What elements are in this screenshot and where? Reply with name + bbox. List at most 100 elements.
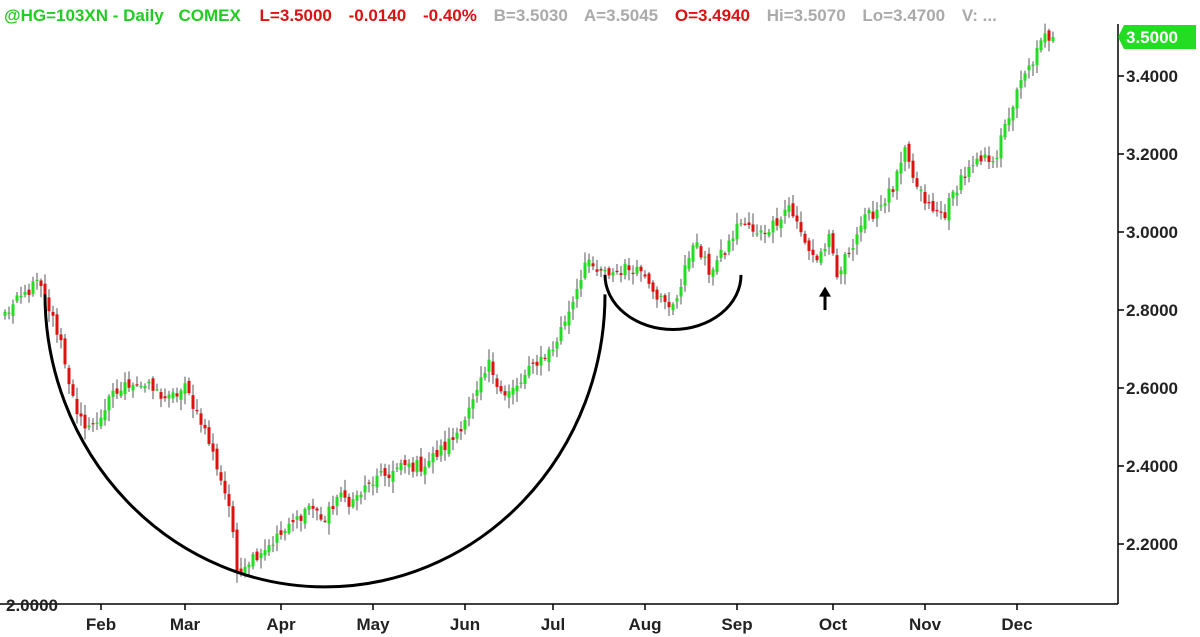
candle [703, 250, 707, 266]
candle [839, 266, 843, 285]
candle-body-up [359, 494, 363, 498]
candle-body-up [467, 407, 471, 419]
candle-body-up [455, 432, 459, 439]
candle [547, 346, 551, 372]
header-exchange: COMEX [178, 6, 241, 25]
candle-body-up [275, 533, 279, 543]
candle [267, 539, 271, 556]
candle-body-down [323, 520, 327, 522]
candle-body-up [687, 257, 691, 269]
candle-body-up [895, 171, 899, 191]
candle [79, 402, 83, 426]
candle-body-down [135, 384, 139, 386]
candle [295, 510, 299, 529]
candle [31, 276, 35, 297]
candle-body-up [827, 233, 831, 247]
candle-body-up [395, 467, 399, 469]
candle [91, 418, 95, 432]
candle [931, 193, 935, 214]
candle-body-down [815, 255, 819, 261]
candle-body-up [735, 223, 739, 240]
candle [879, 195, 883, 212]
candle-body-up [951, 191, 955, 199]
x-tick-label: Dec [1001, 615, 1032, 634]
candle [191, 384, 195, 419]
candle [919, 185, 923, 202]
candle-body-up [883, 203, 887, 206]
candle [615, 263, 619, 275]
candle [403, 454, 407, 474]
candle [535, 354, 539, 375]
candle-body-up [263, 550, 267, 556]
candle-body-up [875, 209, 879, 219]
candle-body-up [119, 390, 123, 396]
candle-body-up [475, 389, 479, 397]
candle-body-down [647, 273, 651, 284]
candle-body-up [23, 292, 27, 295]
candle [135, 376, 139, 387]
candle [499, 380, 503, 394]
candle-body-down [791, 203, 795, 217]
candle [307, 503, 311, 516]
candle-body-up [899, 162, 903, 174]
candles [3, 23, 1055, 583]
candle [959, 168, 963, 194]
candle-body-up [551, 349, 555, 352]
candle [799, 211, 803, 237]
candle-body-down [543, 357, 547, 360]
candle [783, 199, 787, 224]
candle-body-up [355, 495, 359, 501]
candle-body-up [919, 189, 923, 191]
candle [1019, 70, 1023, 99]
candle-body-up [975, 158, 979, 165]
candle [659, 293, 663, 303]
candle-body-down [627, 265, 631, 271]
candle-body-up [971, 164, 975, 167]
candle [171, 388, 175, 403]
candle-body-down [383, 468, 387, 476]
candle-body-down [979, 155, 983, 162]
candle [367, 479, 371, 493]
candle-body-up [787, 205, 791, 212]
candle [223, 471, 227, 500]
candle [571, 296, 575, 320]
candle [23, 284, 27, 298]
candle-body-up [431, 453, 435, 463]
candle-body-down [159, 392, 163, 399]
candle [883, 198, 887, 214]
candle-body-down [907, 143, 911, 162]
arrow-head [819, 286, 831, 297]
x-tick-label: Apr [266, 615, 296, 634]
candle-body-down [491, 361, 495, 376]
candle-body-down [499, 386, 503, 392]
candle-body-up [727, 240, 731, 252]
candle-body-up [611, 272, 615, 276]
candle [871, 200, 875, 222]
candle-body-up [851, 247, 855, 250]
candle-body-down [75, 398, 79, 415]
candle-body-up [511, 388, 515, 395]
candle-body-down [667, 301, 671, 308]
candle-body-down [763, 232, 767, 235]
candle [531, 358, 535, 374]
candle-body-up [991, 161, 995, 163]
candle [1027, 58, 1031, 79]
candle [763, 224, 767, 244]
candle [75, 387, 79, 424]
candle [83, 405, 87, 440]
candle-body-up [947, 198, 951, 221]
candle-body-up [683, 265, 687, 286]
candle-body-up [755, 233, 759, 235]
candle [899, 151, 903, 185]
candle-body-up [819, 251, 823, 263]
candle [1023, 70, 1027, 88]
candle-body-down [27, 289, 31, 295]
candle [859, 216, 863, 242]
candle-body-down [343, 490, 347, 498]
candle [819, 248, 823, 266]
candle [115, 379, 119, 400]
candle-body-down [747, 222, 751, 225]
candle-body-up [527, 365, 531, 376]
candle-body-up [995, 157, 999, 159]
candle [335, 494, 339, 516]
